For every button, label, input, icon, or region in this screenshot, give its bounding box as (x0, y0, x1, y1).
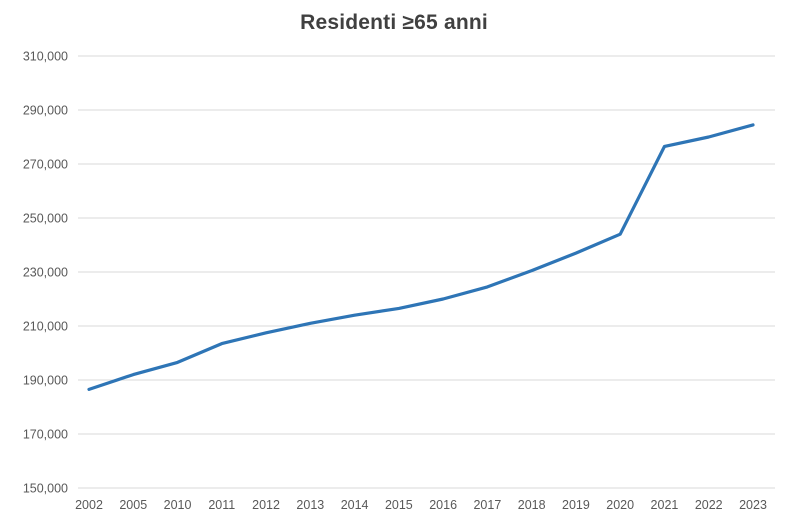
x-axis-tick-label: 2018 (518, 498, 546, 512)
y-axis-tick-label: 290,000 (23, 104, 68, 118)
y-axis-tick-label: 250,000 (23, 212, 68, 226)
y-axis-tick-label: 230,000 (23, 266, 68, 280)
y-axis-tick-label: 150,000 (23, 482, 68, 496)
x-axis-tick-label: 2020 (606, 498, 634, 512)
x-axis-tick-label: 2012 (252, 498, 280, 512)
y-axis-tick-label: 310,000 (23, 50, 68, 64)
chart-title: Residenti ≥65 anni (300, 11, 488, 34)
y-axis-tick-label: 270,000 (23, 158, 68, 172)
x-axis-tick-label: 2015 (385, 498, 413, 512)
y-axis-tick-label: 170,000 (23, 428, 68, 442)
x-axis-tick-label: 2011 (208, 498, 235, 512)
y-axis-tick-label: 190,000 (23, 374, 68, 388)
x-axis-tick-label: 2017 (473, 498, 501, 512)
x-axis-tick-label: 2019 (562, 498, 590, 512)
x-axis-tick-label: 2013 (296, 498, 324, 512)
series-line-residenti-65 (87, 123, 755, 391)
x-axis-tick-label: 2022 (695, 498, 723, 512)
x-axis-tick-label: 2002 (75, 498, 103, 512)
x-axis-tick-label: 2023 (739, 498, 767, 512)
x-axis-tick-label: 2014 (341, 498, 369, 512)
x-axis-tick-label: 2021 (651, 498, 679, 512)
x-axis-tick-label: 2016 (429, 498, 457, 512)
y-axis-tick-label: 210,000 (23, 320, 68, 334)
x-axis-tick-label: 2005 (119, 498, 147, 512)
x-axis-tick-label: 2010 (164, 498, 192, 512)
